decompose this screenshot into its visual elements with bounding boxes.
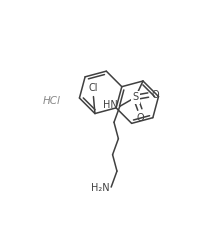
- Text: HN: HN: [103, 100, 118, 110]
- Text: S: S: [132, 92, 139, 102]
- Text: HCl: HCl: [43, 96, 61, 106]
- Text: O: O: [151, 90, 159, 100]
- Text: H₂N: H₂N: [90, 183, 109, 193]
- Text: Cl: Cl: [89, 83, 98, 93]
- Text: O: O: [136, 112, 144, 123]
